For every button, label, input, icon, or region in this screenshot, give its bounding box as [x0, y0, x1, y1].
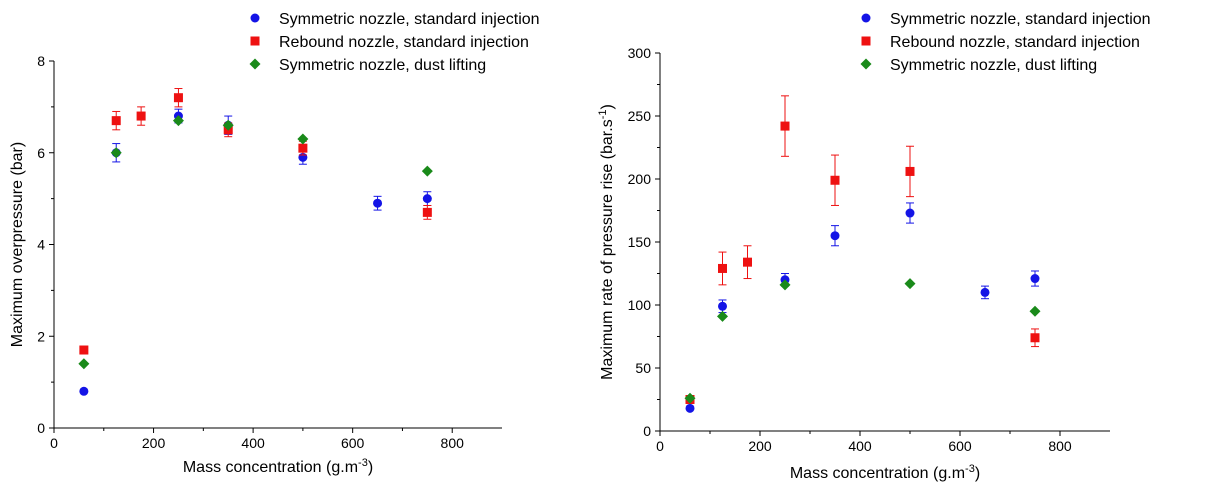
y-axis-title: Maximum overpressure (bar): [9, 142, 26, 347]
y-tick-label: 4: [37, 237, 45, 253]
chart-2: 0 200 400 600 800 0 50 100 150 200 250 300 Mass conc…: [597, 11, 1151, 482]
series-2: [79, 88, 432, 355]
data-point: [110, 147, 122, 159]
series-3: [684, 278, 1041, 404]
y-tick-label: 250: [628, 108, 652, 124]
data-point: [422, 207, 432, 217]
x-tick-label: 400: [848, 438, 872, 454]
data-point: [1030, 333, 1040, 343]
x-tick-label: 600: [341, 435, 365, 451]
y-tick-label: 0: [37, 420, 45, 436]
y-tick-label: 6: [37, 145, 45, 161]
data-point: [421, 165, 433, 177]
legend-marker: [861, 13, 871, 23]
series-1: [685, 202, 1040, 413]
x-axis-title: Mass concentration (g.m-3): [790, 463, 980, 482]
legend: Symmetric nozzle, standard injection Rebo…: [860, 11, 1151, 74]
data-point: [743, 257, 752, 267]
x-tick-label: 200: [142, 435, 166, 451]
data-point: [79, 386, 89, 396]
data-point: [718, 301, 727, 311]
data-point: [685, 403, 695, 413]
data-point: [111, 116, 121, 126]
y-tick-label: 300: [628, 45, 652, 61]
data-point: [297, 133, 309, 145]
legend-marker: [861, 36, 871, 46]
legend-label: Symmetric nozzle, dust lifting: [279, 57, 486, 74]
y-tick-label: 100: [628, 297, 652, 313]
data-point: [136, 111, 146, 121]
legend: Symmetric nozzle, standard injection Rebo…: [249, 11, 540, 74]
y-tick-label: 0: [643, 423, 651, 439]
data-point: [78, 358, 90, 370]
x-tick-label: 800: [441, 435, 465, 451]
data-point: [905, 166, 915, 176]
legend-label: Rebound nozzle, standard injection: [279, 34, 529, 51]
data-point: [830, 231, 840, 241]
legend-label: Symmetric nozzle, standard injection: [279, 11, 540, 28]
data-point: [718, 263, 727, 273]
x-tick-label: 200: [748, 438, 772, 454]
y-tick-label: 200: [628, 171, 652, 187]
series-2: [685, 95, 1040, 404]
data-point: [79, 345, 89, 355]
x-tick-label: 0: [656, 438, 664, 454]
series-1: [79, 108, 432, 396]
data-point: [717, 310, 728, 322]
data-point: [1029, 305, 1041, 317]
y-tick-label: 2: [37, 328, 45, 344]
legend-marker: [249, 58, 261, 70]
y-tick-label: 8: [37, 53, 45, 69]
data-point: [779, 279, 791, 291]
data-point: [830, 175, 840, 185]
legend-label: Rebound nozzle, standard injection: [890, 34, 1140, 51]
x-tick-label: 600: [948, 438, 972, 454]
data-point: [422, 194, 432, 204]
data-point: [905, 208, 915, 218]
data-point: [904, 278, 916, 290]
legend-label: Symmetric nozzle, dust lifting: [890, 57, 1097, 74]
y-tick-label: 150: [628, 234, 652, 250]
legend-marker: [250, 36, 260, 46]
data-point: [373, 198, 383, 208]
data-point: [172, 115, 184, 127]
series-3: [78, 115, 433, 370]
x-tick-label: 0: [50, 435, 58, 451]
y-tick-label: 50: [635, 360, 651, 376]
legend-marker: [860, 58, 872, 70]
data-point: [780, 121, 790, 131]
x-tick-label: 800: [1048, 438, 1072, 454]
x-axis-title: Mass concentration (g.m-3): [183, 457, 373, 476]
legend-label: Symmetric nozzle, standard injection: [890, 11, 1151, 28]
data-point: [298, 143, 308, 153]
x-tick-label: 400: [241, 435, 265, 451]
legend-marker: [250, 13, 260, 23]
data-point: [980, 287, 990, 297]
chart-1: 0 200 400 600 800 0 2 4 6 8 Mass concentration (g.…: [9, 11, 540, 476]
data-point: [1030, 274, 1040, 284]
data-point: [222, 119, 234, 131]
y-axis-title: Maximum rate of pressure rise (bar.s-1): [597, 104, 616, 380]
data-point: [173, 93, 183, 103]
data-point: [684, 392, 696, 404]
